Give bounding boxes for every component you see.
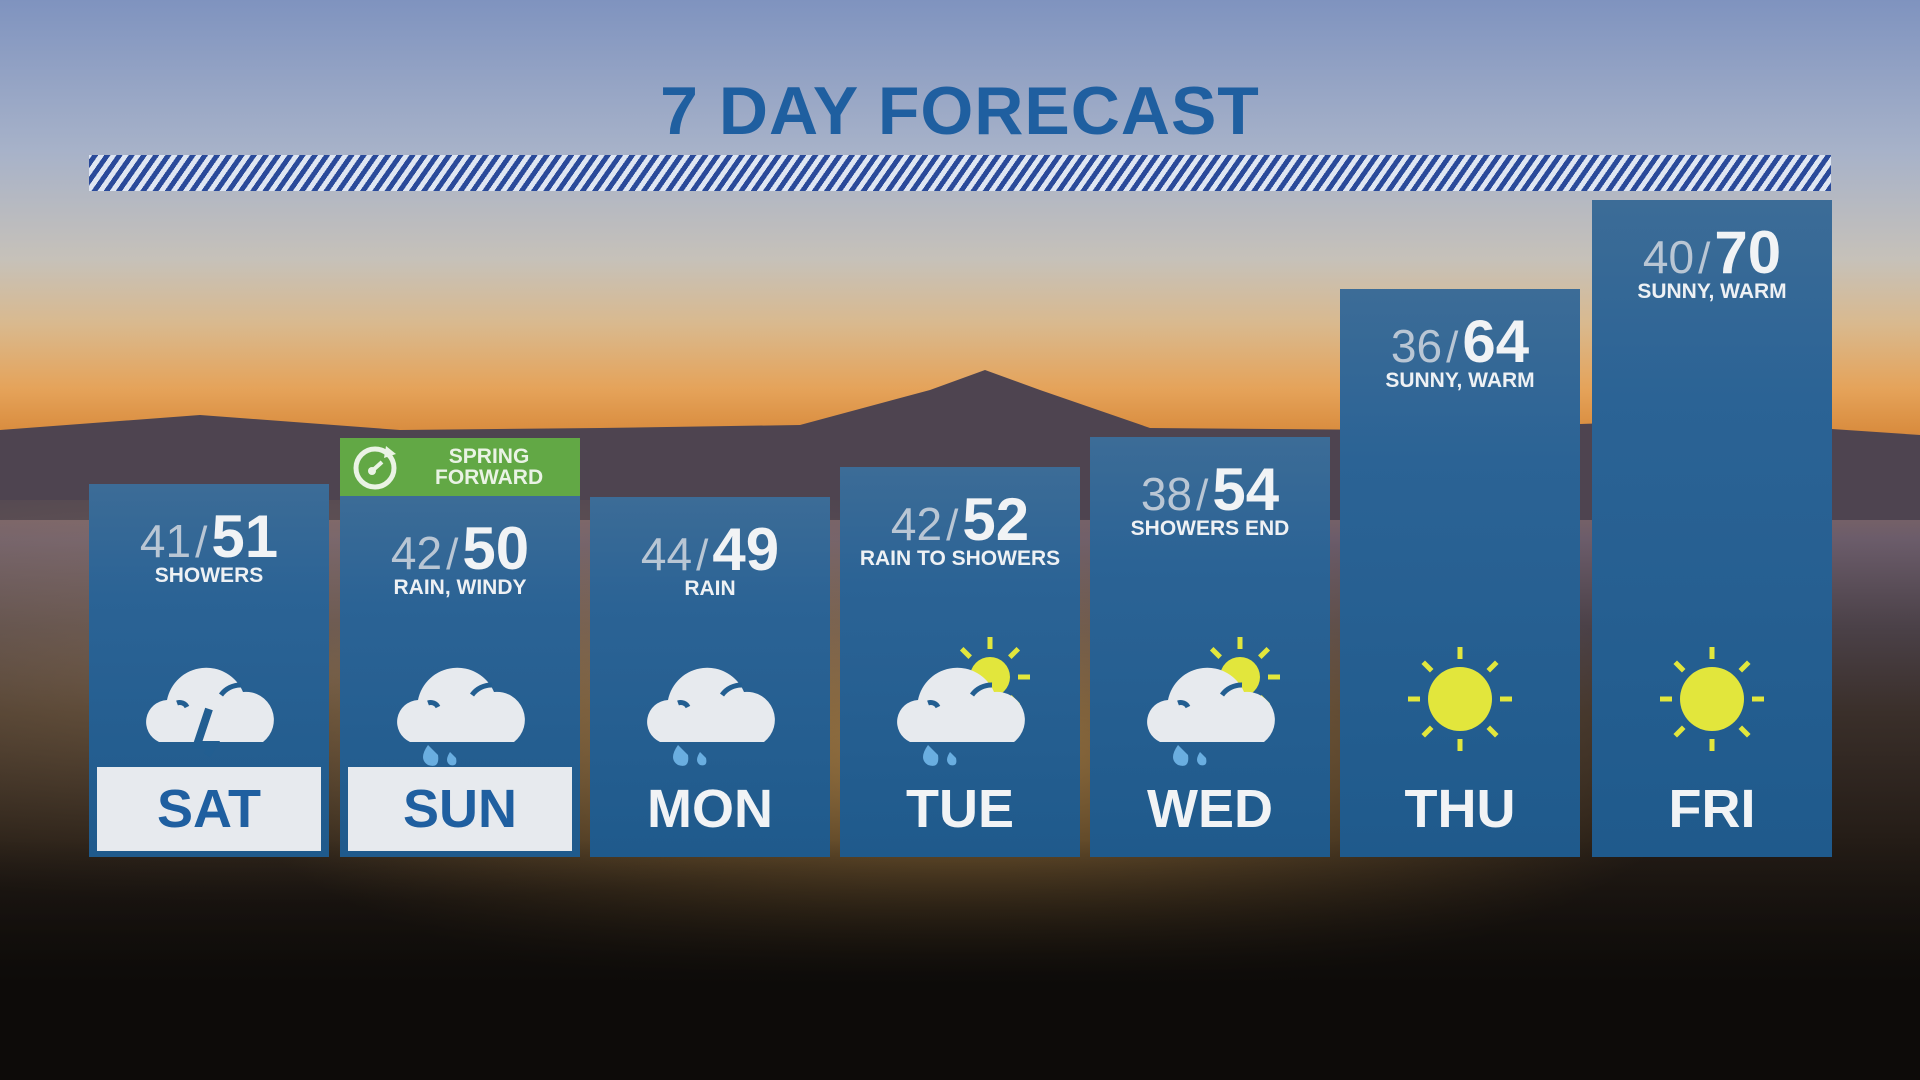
forecast-day-mon: 44/49 RAIN MON <box>590 497 830 857</box>
high-temp: 64 <box>1462 308 1530 375</box>
condition-text: RAIN TO SHOWERS <box>859 547 1061 570</box>
condition-text: SHOWERS <box>154 564 264 587</box>
temperatures: 42/52 <box>840 489 1080 551</box>
cloud-lightning-icon <box>146 667 274 758</box>
page-title: 7 DAY FORECAST <box>660 73 1260 149</box>
hatched-divider <box>89 155 1831 191</box>
forecast-day-tue: 42/52 RAIN TO SHOWERS TUE <box>840 467 1080 857</box>
condition-text: SUNNY, WARM <box>1637 280 1787 303</box>
temperatures: 41/51 <box>89 506 329 568</box>
sun-cloud-rain-icon <box>1147 637 1280 766</box>
high-temp: 50 <box>462 515 530 582</box>
condition-text: SHOWERS END <box>1130 517 1290 540</box>
low-temp: 42 <box>890 498 943 550</box>
clock-forward-icon <box>353 446 397 490</box>
high-temp: 51 <box>211 503 279 570</box>
temperatures: 40/70 <box>1592 222 1832 284</box>
high-temp: 52 <box>962 486 1030 553</box>
temperatures: 36/64 <box>1340 311 1580 373</box>
temp-separator: / <box>946 501 959 550</box>
temperatures: 44/49 <box>590 519 830 581</box>
low-temp: 41 <box>139 515 192 567</box>
day-label: MON <box>647 779 773 839</box>
low-temp: 40 <box>1642 231 1695 283</box>
low-temp: 42 <box>390 527 443 579</box>
forecast-day-sat: 41/51 SHOWERS SAT <box>89 484 329 857</box>
forecast-day-fri: 40/70 SUNNY, WARM FRI <box>1592 200 1832 857</box>
high-temp: 49 <box>712 516 780 583</box>
temp-separator: / <box>1196 471 1209 520</box>
badge-line2: FORWARD <box>435 466 544 489</box>
day-label: THU <box>1404 779 1516 839</box>
cloud-rain-icon <box>647 667 775 766</box>
tree-silhouette <box>0 840 1920 1080</box>
temp-separator: / <box>446 530 459 579</box>
condition-text: SUNNY, WARM <box>1385 369 1535 392</box>
forecast-day-sun: 42/50 RAIN, WINDY SUN <box>340 496 580 857</box>
temperatures: 42/50 <box>340 518 580 580</box>
forecast-day-wed: 38/54 SHOWERS END WED <box>1090 437 1330 857</box>
low-temp: 38 <box>1140 468 1193 520</box>
high-temp: 70 <box>1714 219 1782 286</box>
temp-separator: / <box>696 531 709 580</box>
condition-text: RAIN <box>684 577 736 600</box>
day-label: FRI <box>1668 779 1756 839</box>
forecast-day-thu: 36/64 SUNNY, WARM THU <box>1340 289 1580 857</box>
temp-separator: / <box>1446 323 1459 372</box>
sun-icon <box>1408 647 1512 751</box>
low-temp: 36 <box>1390 320 1443 372</box>
cloud-rain-icon <box>397 667 525 766</box>
day-label: TUE <box>906 779 1014 839</box>
sun-icon <box>1660 647 1764 751</box>
high-temp: 54 <box>1212 456 1280 523</box>
spring-forward-badge: SPRING FORWARD <box>340 438 580 496</box>
sun-cloud-rain-icon <box>897 637 1030 766</box>
day-label: WED <box>1147 779 1273 839</box>
low-temp: 44 <box>640 528 693 580</box>
temp-separator: / <box>195 518 208 567</box>
temperatures: 38/54 <box>1090 459 1330 521</box>
badge-line1: SPRING <box>448 445 530 468</box>
condition-text: RAIN, WINDY <box>393 576 527 599</box>
day-label: SUN <box>348 767 572 851</box>
day-label: SAT <box>97 767 321 851</box>
temp-separator: / <box>1698 234 1711 283</box>
